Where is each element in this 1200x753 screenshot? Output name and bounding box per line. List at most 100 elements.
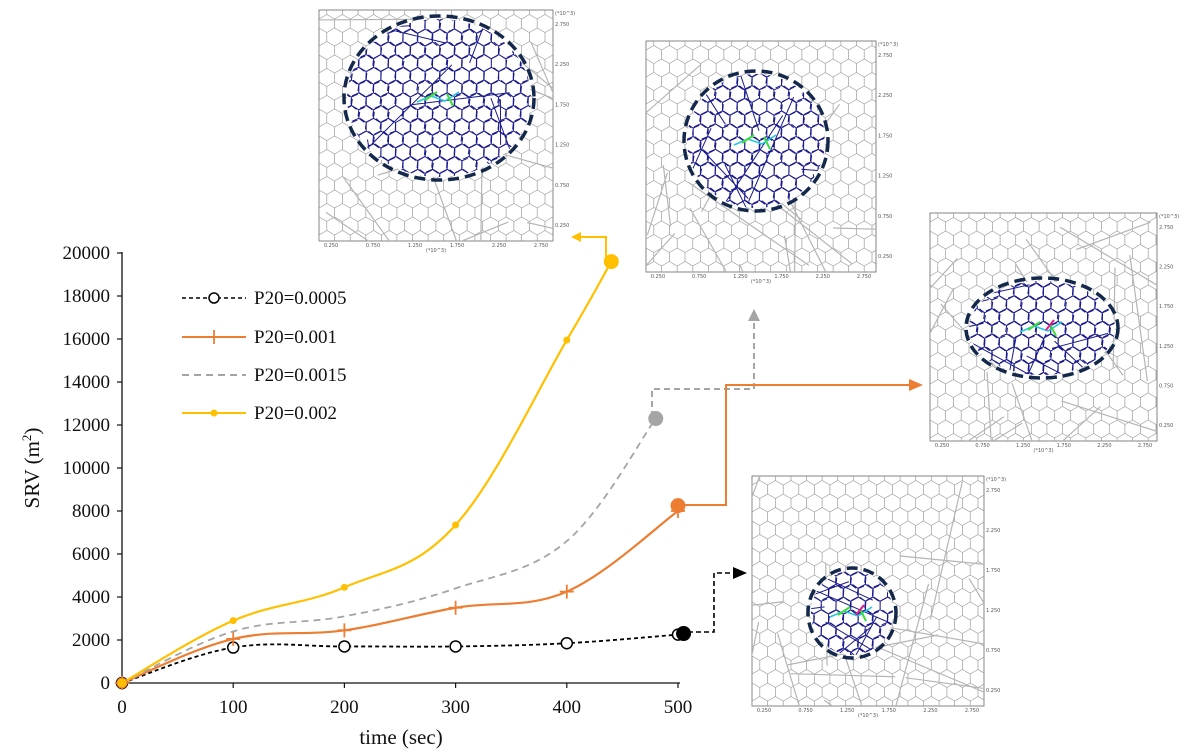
inset-x-tick: 2.750: [534, 243, 548, 249]
inset-x-tick: 0.250: [757, 708, 771, 714]
inset-y-tick: 2.250: [986, 528, 1000, 534]
inset-x-tick: 2.250: [492, 243, 506, 249]
inset-layer: 0.250 0.750 1.250 1.750 2.250 2.750 2.750 2.250…: [318, 9, 1179, 719]
legend-label-2: P20=0.0015: [254, 365, 347, 386]
data-point: [560, 636, 574, 650]
data-point: [448, 600, 463, 615]
srv-boundary-ellipse: [342, 14, 536, 182]
x-tick-label: 400: [553, 697, 582, 718]
y-tick-label: 0: [101, 673, 111, 694]
end-point: [670, 498, 686, 514]
inset-x-tick: 0.750: [798, 708, 812, 714]
series-P20=0.002: [116, 254, 619, 689]
inset-plot-P20=0.0005: 0.250 0.750 1.250 1.750 2.250 2.750 2.750 2.250…: [751, 475, 1006, 719]
inset-x-tick: 2.750: [857, 274, 871, 280]
inset-y-tick: 0.750: [555, 183, 569, 189]
inset-x-unit: (*10^3): [426, 248, 446, 254]
inset-connectors: [571, 232, 923, 633]
stimulated-network: [969, 281, 1115, 375]
inset-x-unit: (*10^3): [1033, 448, 1053, 454]
inset-y-tick: 1.750: [878, 133, 892, 139]
x-tick-label: 300: [441, 697, 470, 718]
y-tick-label: 2000: [72, 630, 110, 651]
inset-y-tick: 1.750: [555, 102, 569, 108]
inset-x-tick: 2.250: [923, 708, 937, 714]
legend-label-0: P20=0.0005: [254, 288, 347, 309]
legend-entry-2: P20=0.0015: [182, 365, 347, 386]
legend-label-1: P20=0.001: [254, 327, 337, 348]
inset-x-tick: 1.750: [882, 708, 896, 714]
srv-boundary-ellipse: [682, 69, 830, 213]
series-line: [121, 261, 613, 684]
inset-y-tick: 2.750: [986, 488, 1000, 494]
inset-y-tick: 1.250: [986, 608, 1000, 614]
stimulated-fractures: [347, 19, 531, 177]
end-point: [603, 254, 619, 270]
hydraulic-fracture: [829, 606, 873, 618]
hydraulic-fracture: [733, 134, 777, 146]
inset-y-tick: 2.750: [1159, 225, 1173, 231]
inset-x-tick: 1.750: [1057, 443, 1071, 449]
inset-x-tick: 2.750: [1138, 443, 1152, 449]
inset-x-tick: 1.750: [450, 243, 464, 249]
legend-entry-3: P20=0.002: [182, 403, 337, 424]
data-point: [338, 640, 351, 653]
inset-x-tick: 0.750: [692, 274, 706, 280]
shear-fracture: [1027, 321, 1057, 337]
x-tick-group: 0 100 200 300 400 500: [117, 683, 692, 718]
hydraulic-fracture: [1019, 321, 1063, 333]
inset-y-tick: 0.250: [1159, 423, 1173, 429]
connector-arrow-p20-0.001: [684, 379, 923, 506]
srv-fill: [687, 74, 825, 208]
inset-x-tick: 2.750: [965, 708, 979, 714]
shear-fracture: [424, 91, 454, 107]
inset-y-tick: 2.750: [878, 53, 892, 59]
series-P20=0.0015: [121, 411, 664, 684]
inset-y-tick: 1.250: [1159, 344, 1173, 350]
data-point: [559, 584, 574, 599]
shear-fracture: [741, 134, 771, 150]
srv-boundary-ellipse: [806, 566, 898, 660]
inset-x-tick: 0.250: [651, 274, 665, 280]
inset-x-tick: 1.250: [1016, 443, 1030, 449]
data-point: [563, 336, 571, 344]
inset-x-tick: 1.250: [408, 243, 422, 249]
y-axis-title: SRV (m2): [19, 428, 44, 509]
end-point: [648, 411, 664, 427]
x-tick-label: 500: [664, 697, 693, 718]
legend-entry-0: P20=0.0005: [182, 288, 347, 309]
y-tick-group: 0 2000 4000 6000 8000 10000 12000 14000 16000 180…: [63, 243, 122, 694]
inset-plot-P20=0.0015: 0.250 0.750 1.250 1.750 2.250 2.750 2.750 2.250…: [645, 40, 898, 285]
legend: P20=0.0005 P20=0.001 P20=0.0015 P20=0.00…: [182, 288, 347, 424]
inset-x-tick: 2.250: [816, 274, 830, 280]
data-point: [452, 521, 460, 529]
plot-axes: 0200040006000800010000120001400016000180…: [63, 243, 693, 718]
origin-point: [116, 677, 128, 689]
srv-boundary-ellipse: [964, 276, 1120, 380]
stimulated-network: [347, 19, 531, 177]
y-axis-title-sup: 2: [19, 435, 34, 442]
tensile-fracture: [855, 604, 865, 616]
inset-y-unit: (*10^3): [986, 477, 1006, 483]
inset-x-tick: 1.750: [774, 274, 788, 280]
x-tick-label: 200: [330, 697, 359, 718]
shear-fracture: [837, 606, 867, 622]
inset-y-tick: 1.750: [1159, 304, 1173, 310]
y-tick-label: 12000: [63, 415, 111, 436]
y-tick-label: 4000: [72, 587, 110, 608]
connector-arrow-p20-0.002: [571, 232, 607, 260]
tensile-fracture: [1045, 319, 1055, 331]
x-tick-label: 0: [117, 697, 127, 718]
inset-x-tick: 1.250: [840, 708, 854, 714]
y-tick-label: 8000: [72, 501, 110, 522]
inset-y-unit: (*10^3): [878, 42, 898, 48]
data-point: [337, 623, 352, 638]
y-tick-label: 10000: [63, 458, 111, 479]
legend-marker-0: [208, 292, 220, 304]
y-axis-title-close: ): [20, 428, 44, 435]
inset-y-tick: 1.250: [878, 174, 892, 180]
inset-y-tick: 1.750: [986, 568, 1000, 574]
inset-y-tick: 0.750: [1159, 383, 1173, 389]
x-tick-label: 100: [219, 697, 248, 718]
